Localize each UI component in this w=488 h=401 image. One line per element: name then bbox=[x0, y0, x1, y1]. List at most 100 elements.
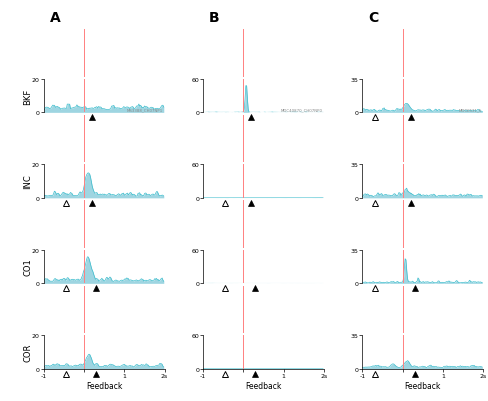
Point bbox=[128, 47, 136, 53]
Point bbox=[400, 211, 408, 217]
Point bbox=[403, 203, 411, 210]
Point bbox=[242, 33, 250, 39]
Point bbox=[91, 312, 99, 318]
Point bbox=[242, 66, 249, 72]
Point bbox=[382, 128, 390, 135]
Point bbox=[431, 36, 439, 43]
Point bbox=[402, 206, 409, 212]
Point bbox=[402, 239, 409, 245]
Point bbox=[240, 30, 248, 37]
Point bbox=[84, 294, 92, 301]
Point bbox=[371, 316, 379, 322]
Point bbox=[241, 42, 249, 49]
Point bbox=[240, 66, 248, 72]
Point bbox=[242, 71, 250, 77]
Point bbox=[69, 284, 77, 290]
Point bbox=[146, 141, 154, 148]
Point bbox=[136, 28, 144, 34]
Point bbox=[103, 220, 111, 226]
Point bbox=[108, 243, 116, 250]
Point bbox=[160, 237, 167, 243]
Point bbox=[314, 300, 322, 307]
Point bbox=[446, 47, 454, 54]
Point bbox=[104, 220, 112, 226]
Point bbox=[242, 66, 249, 72]
Point bbox=[103, 139, 111, 146]
Point bbox=[112, 237, 120, 243]
Point bbox=[130, 119, 138, 126]
Point bbox=[408, 329, 416, 335]
Point bbox=[115, 211, 122, 217]
Point bbox=[431, 137, 439, 143]
Point bbox=[408, 36, 416, 43]
Point bbox=[397, 52, 405, 58]
Point bbox=[466, 52, 473, 58]
Point bbox=[241, 40, 248, 46]
Point bbox=[421, 301, 429, 308]
Point bbox=[241, 28, 248, 34]
Point bbox=[71, 67, 79, 74]
Point bbox=[394, 206, 402, 212]
Point bbox=[399, 239, 407, 245]
Point bbox=[401, 243, 409, 250]
Point bbox=[471, 150, 479, 156]
Point bbox=[241, 28, 249, 34]
Point bbox=[107, 146, 115, 152]
Point bbox=[404, 316, 412, 322]
Point bbox=[242, 45, 249, 51]
Point bbox=[402, 229, 410, 236]
Point bbox=[83, 237, 91, 243]
Point bbox=[89, 303, 97, 310]
Point bbox=[85, 156, 93, 162]
Point bbox=[398, 203, 406, 210]
Point bbox=[140, 211, 148, 217]
Point bbox=[455, 314, 463, 320]
Point bbox=[242, 59, 249, 65]
Point bbox=[400, 206, 407, 212]
Point bbox=[148, 137, 156, 143]
Point bbox=[402, 297, 409, 303]
Point bbox=[404, 201, 411, 207]
Point bbox=[83, 220, 91, 226]
Point bbox=[82, 62, 90, 69]
Point bbox=[101, 62, 109, 69]
Point bbox=[112, 215, 120, 221]
Point bbox=[86, 146, 94, 152]
Point bbox=[416, 314, 424, 320]
Point bbox=[243, 66, 250, 72]
Point bbox=[73, 198, 81, 205]
Point bbox=[76, 113, 84, 119]
Point bbox=[437, 69, 445, 75]
Point bbox=[408, 58, 416, 65]
Point bbox=[365, 225, 372, 231]
Point bbox=[153, 154, 161, 160]
Point bbox=[402, 49, 410, 56]
Point bbox=[139, 320, 147, 327]
Point bbox=[407, 56, 415, 62]
Point bbox=[465, 284, 473, 290]
Point bbox=[231, 57, 239, 63]
Point bbox=[91, 137, 99, 143]
Point bbox=[383, 290, 391, 297]
Point bbox=[421, 318, 429, 324]
Point bbox=[395, 124, 403, 130]
Point bbox=[62, 73, 70, 79]
Point bbox=[68, 33, 76, 40]
Point bbox=[363, 128, 370, 135]
Point bbox=[447, 156, 455, 162]
Point bbox=[407, 324, 415, 331]
Point bbox=[436, 206, 444, 212]
Point bbox=[85, 217, 93, 224]
Point bbox=[66, 227, 74, 233]
Point bbox=[403, 288, 410, 294]
Point bbox=[146, 294, 154, 301]
Point bbox=[242, 54, 249, 61]
Point bbox=[79, 217, 86, 224]
Point bbox=[243, 47, 251, 53]
Point bbox=[452, 215, 460, 221]
Point bbox=[243, 59, 250, 65]
Point bbox=[240, 61, 248, 67]
Point bbox=[244, 28, 251, 34]
Point bbox=[286, 28, 294, 34]
Point bbox=[450, 316, 458, 322]
